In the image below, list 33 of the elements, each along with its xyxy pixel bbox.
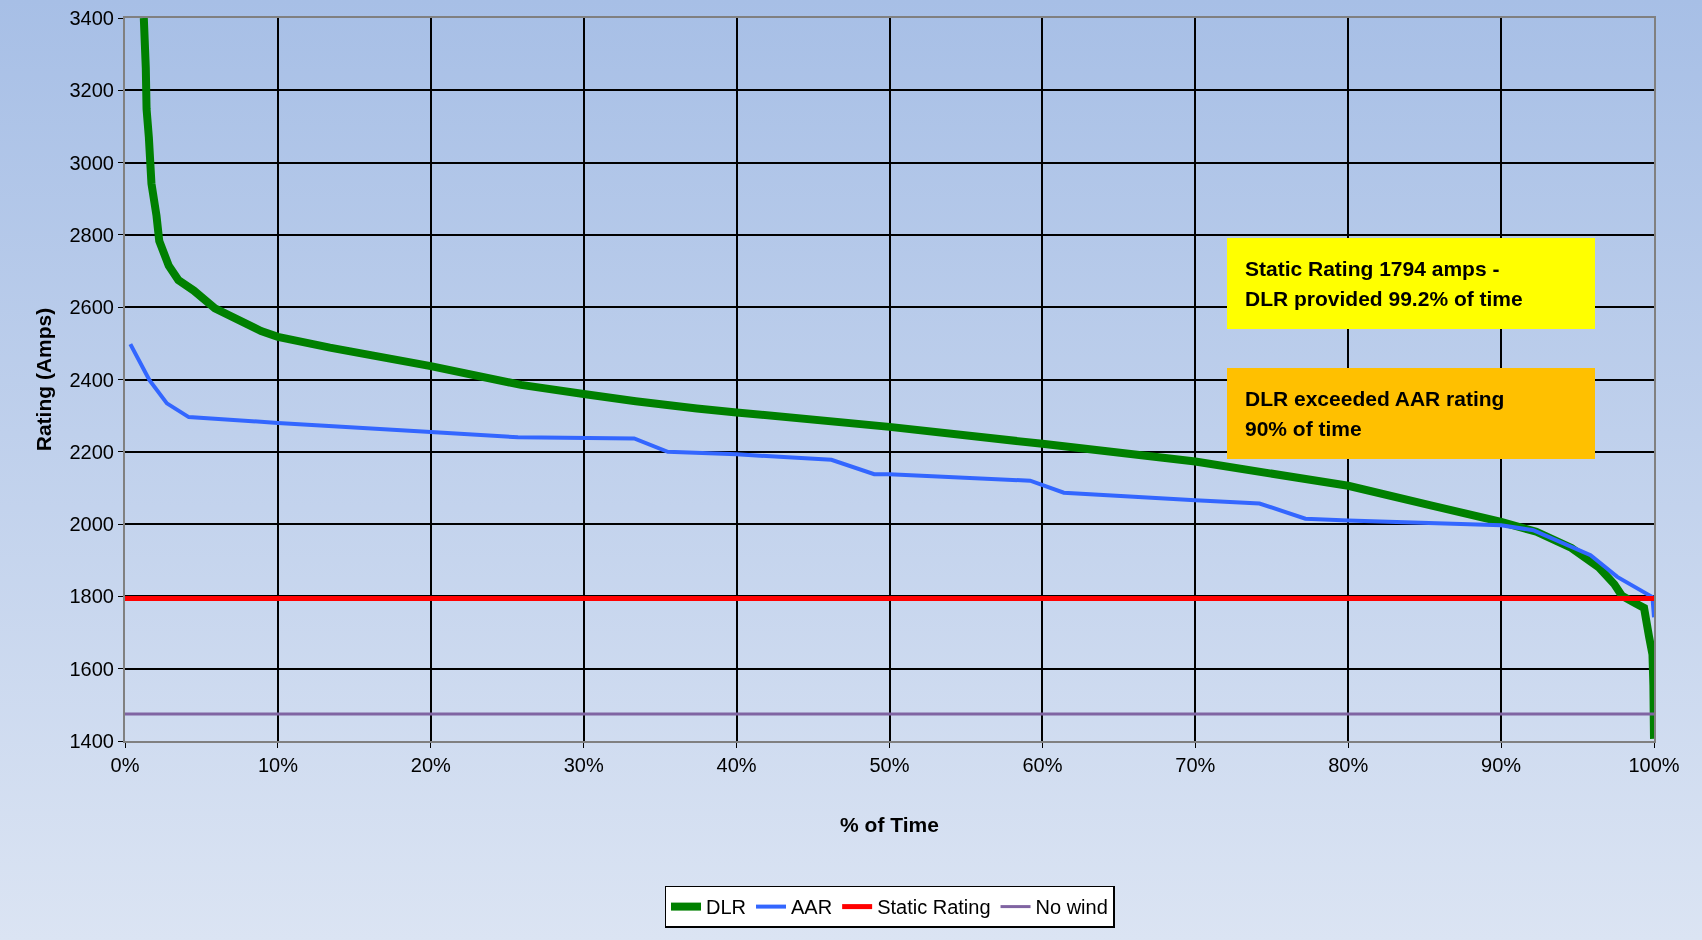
- y-tick-label: 2400: [69, 368, 114, 391]
- x-axis-title: % of Time: [840, 812, 939, 836]
- y-tick-label: 3400: [69, 7, 114, 29]
- x-tick-label: 0%: [110, 754, 140, 776]
- x-tick-label: 90%: [1481, 754, 1522, 776]
- legend-label: Static Rating: [877, 896, 991, 919]
- annotation: DLR exceeded AAR rating 90% of time: [1245, 386, 1505, 442]
- x-tick-label: 50%: [869, 754, 910, 776]
- y-tick-label: 3000: [69, 151, 114, 174]
- annotation: Static Rating 1794 amps - DLR provided 99.2% of time: [1245, 256, 1523, 312]
- x-tick-label: 60%: [1022, 754, 1063, 776]
- note-box: DLR exceeded AAR rating 90% of time: [1227, 368, 1595, 459]
- x-tick-label: 40%: [716, 754, 757, 776]
- y-tick-label: 3200: [69, 79, 114, 102]
- x-tick-label: 100%: [1628, 754, 1680, 776]
- x-tick-label: 80%: [1328, 754, 1369, 776]
- y-tick-label: 1800: [69, 585, 114, 608]
- x-tick-label: 20%: [410, 754, 452, 776]
- x-tick-label: 70%: [1175, 754, 1216, 776]
- y-tick-label: 2000: [69, 513, 114, 536]
- line-series: [128, 342, 1654, 620]
- legend-label: AAR: [791, 896, 833, 919]
- y-axis-title: Rating (Amps): [32, 307, 56, 452]
- y-tick-label: 1400: [69, 730, 114, 752]
- x-tick-label: 30%: [563, 754, 604, 776]
- y-tick-label: 2200: [69, 440, 114, 463]
- legend-label: No wind: [1035, 896, 1108, 919]
- y-tick-label: 2800: [69, 223, 114, 246]
- note-box: Static Rating 1794 amps - DLR provided 99.2% of time: [1227, 238, 1595, 329]
- y-tick-label: 1600: [69, 657, 114, 680]
- legend-label: DLR: [706, 896, 747, 919]
- x-tick-label: 10%: [257, 754, 299, 776]
- y-tick-label: 2600: [69, 296, 114, 319]
